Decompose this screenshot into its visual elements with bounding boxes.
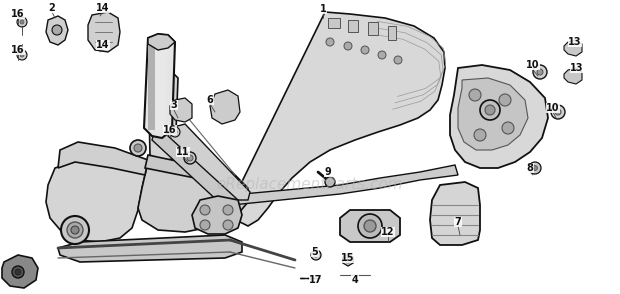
Text: 16: 16: [11, 9, 25, 19]
Text: 11: 11: [176, 147, 190, 157]
Circle shape: [529, 162, 541, 174]
Circle shape: [361, 46, 369, 54]
Circle shape: [358, 214, 382, 238]
Text: 16: 16: [163, 125, 177, 135]
Polygon shape: [144, 34, 175, 138]
Text: 15: 15: [341, 253, 355, 263]
Text: 1: 1: [320, 4, 326, 14]
Circle shape: [533, 166, 538, 171]
Circle shape: [223, 220, 233, 230]
Polygon shape: [2, 255, 38, 288]
Circle shape: [378, 51, 386, 59]
Text: 10: 10: [546, 103, 560, 113]
Polygon shape: [328, 18, 340, 28]
Polygon shape: [148, 34, 175, 50]
Text: 7: 7: [454, 217, 461, 227]
Circle shape: [20, 53, 24, 57]
Circle shape: [67, 222, 83, 238]
Circle shape: [325, 177, 335, 187]
Polygon shape: [430, 182, 480, 245]
Circle shape: [499, 94, 511, 106]
Circle shape: [15, 269, 21, 275]
Circle shape: [52, 25, 62, 35]
Text: 9: 9: [325, 167, 331, 177]
Text: 6: 6: [206, 95, 213, 105]
Circle shape: [364, 220, 376, 232]
Circle shape: [537, 69, 543, 75]
Circle shape: [394, 56, 402, 64]
Circle shape: [12, 266, 24, 278]
Polygon shape: [46, 158, 148, 242]
Polygon shape: [145, 155, 240, 188]
Circle shape: [130, 140, 146, 156]
Text: 16: 16: [11, 45, 25, 55]
Polygon shape: [458, 78, 528, 150]
Circle shape: [134, 144, 142, 152]
Text: 2: 2: [48, 3, 55, 13]
Text: 13: 13: [570, 63, 584, 73]
Text: 14: 14: [96, 3, 110, 13]
Polygon shape: [232, 165, 458, 205]
Polygon shape: [564, 40, 582, 56]
Circle shape: [533, 65, 547, 79]
Circle shape: [344, 42, 352, 50]
Circle shape: [17, 50, 27, 60]
Circle shape: [170, 127, 180, 137]
Text: eReplacementParts.com: eReplacementParts.com: [216, 178, 404, 193]
Polygon shape: [155, 36, 168, 130]
Polygon shape: [88, 12, 120, 52]
Circle shape: [173, 130, 177, 134]
Circle shape: [20, 20, 24, 24]
Circle shape: [17, 17, 27, 27]
Polygon shape: [58, 235, 242, 262]
Text: 14: 14: [96, 40, 110, 50]
Circle shape: [551, 105, 565, 119]
Circle shape: [555, 109, 561, 115]
Text: 13: 13: [569, 37, 582, 47]
Circle shape: [184, 152, 196, 164]
Circle shape: [345, 257, 351, 263]
Polygon shape: [152, 126, 240, 205]
Circle shape: [314, 253, 318, 257]
Text: 12: 12: [381, 227, 395, 237]
Polygon shape: [170, 98, 192, 122]
Polygon shape: [148, 36, 155, 130]
Circle shape: [200, 220, 210, 230]
Text: 10: 10: [526, 60, 540, 70]
Polygon shape: [564, 68, 582, 84]
Circle shape: [187, 155, 193, 161]
Polygon shape: [138, 162, 248, 232]
Polygon shape: [340, 210, 400, 242]
Polygon shape: [58, 142, 148, 175]
Text: 17: 17: [309, 275, 323, 285]
Polygon shape: [210, 90, 240, 124]
Circle shape: [61, 216, 89, 244]
Circle shape: [485, 105, 495, 115]
Circle shape: [71, 226, 79, 234]
Polygon shape: [450, 65, 548, 168]
Polygon shape: [46, 16, 68, 45]
Text: 5: 5: [312, 247, 319, 257]
Polygon shape: [148, 62, 178, 162]
Polygon shape: [192, 196, 242, 234]
Circle shape: [469, 89, 481, 101]
Text: 3: 3: [170, 100, 177, 110]
Circle shape: [311, 250, 321, 260]
Circle shape: [326, 38, 334, 46]
Circle shape: [223, 205, 233, 215]
Polygon shape: [348, 20, 358, 32]
Circle shape: [474, 129, 486, 141]
Circle shape: [480, 100, 500, 120]
Text: 4: 4: [352, 275, 358, 285]
Text: 8: 8: [526, 163, 533, 173]
Circle shape: [200, 205, 210, 215]
Polygon shape: [343, 254, 353, 266]
Polygon shape: [168, 124, 250, 200]
Polygon shape: [232, 12, 445, 226]
Polygon shape: [368, 22, 378, 35]
Circle shape: [502, 122, 514, 134]
Polygon shape: [388, 26, 396, 40]
